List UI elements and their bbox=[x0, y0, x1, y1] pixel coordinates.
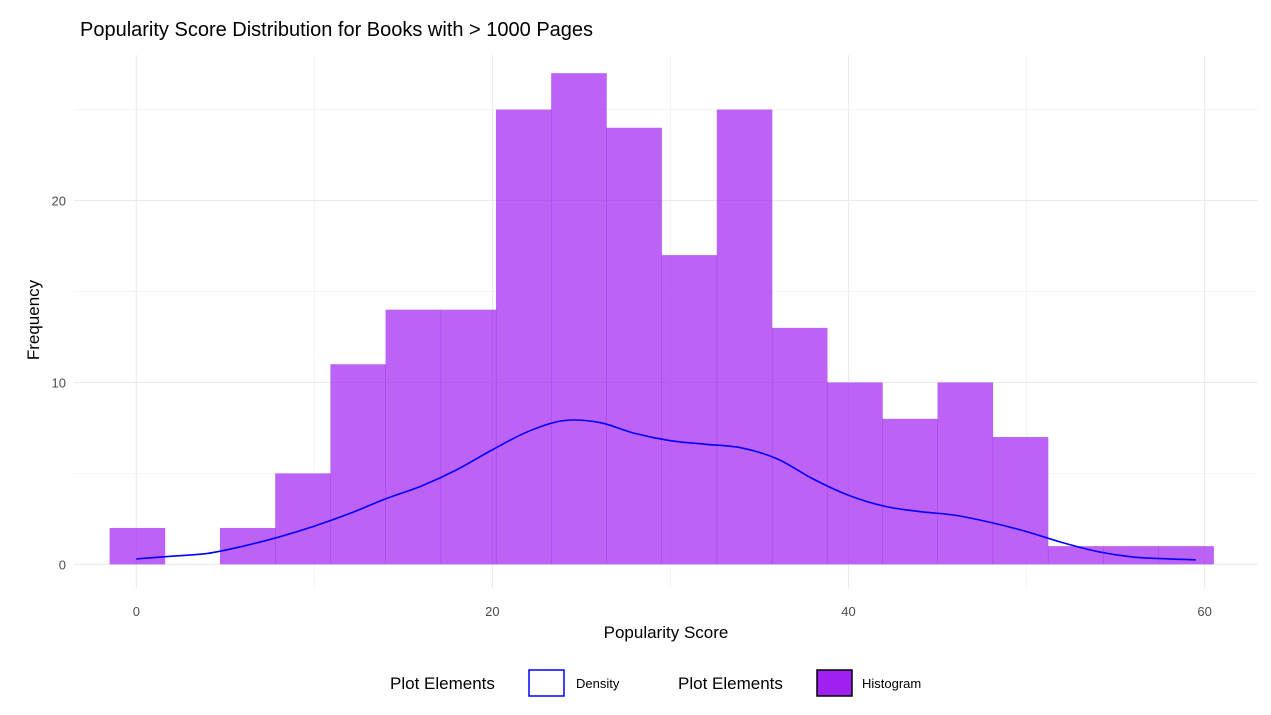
histogram-bar bbox=[771, 327, 828, 565]
histogram-bar bbox=[385, 309, 442, 565]
x-tick-label: 20 bbox=[485, 604, 499, 619]
chart-title: Popularity Score Distribution for Books … bbox=[80, 19, 593, 41]
legend-key-density bbox=[528, 669, 565, 697]
histogram-bar bbox=[661, 255, 718, 565]
y-tick-label: 0 bbox=[59, 557, 66, 572]
ticks-layer: 0 20 40 60 0 10 20 bbox=[52, 194, 1212, 619]
histogram-bar bbox=[1158, 546, 1214, 565]
legend-key-histogram bbox=[816, 669, 853, 697]
histogram-bar bbox=[992, 437, 1049, 565]
histogram-bar bbox=[606, 127, 662, 565]
bars-layer bbox=[109, 73, 1214, 565]
histogram-bar bbox=[1103, 546, 1159, 565]
histogram-bar bbox=[219, 527, 276, 565]
legend-title: Plot Elements bbox=[390, 674, 495, 693]
histogram-bar bbox=[882, 418, 938, 565]
x-axis-title: Popularity Score bbox=[604, 623, 729, 642]
density-line bbox=[136, 419, 1196, 561]
y-tick-label: 20 bbox=[52, 194, 66, 209]
legend: Plot Elements Density Plot Elements Histogr… bbox=[390, 669, 921, 697]
y-tick-label: 10 bbox=[52, 375, 66, 390]
legend-label-density: Density bbox=[576, 676, 620, 691]
histogram-bar bbox=[275, 473, 331, 565]
histogram-bar bbox=[495, 109, 552, 565]
density-layer bbox=[136, 419, 1196, 561]
histogram-bar bbox=[716, 109, 773, 565]
y-axis-title: Frequency bbox=[24, 279, 43, 360]
legend-title: Plot Elements bbox=[678, 674, 783, 693]
x-tick-label: 0 bbox=[133, 604, 140, 619]
histogram-bar bbox=[551, 73, 607, 565]
histogram-bar bbox=[937, 382, 994, 565]
histogram-bar bbox=[330, 364, 386, 565]
histogram-bar bbox=[1047, 546, 1104, 565]
histogram-bar bbox=[440, 309, 497, 565]
x-tick-label: 60 bbox=[1197, 604, 1211, 619]
legend-label-histogram: Histogram bbox=[862, 676, 921, 691]
histogram-bar bbox=[827, 382, 883, 565]
x-tick-label: 40 bbox=[841, 604, 855, 619]
